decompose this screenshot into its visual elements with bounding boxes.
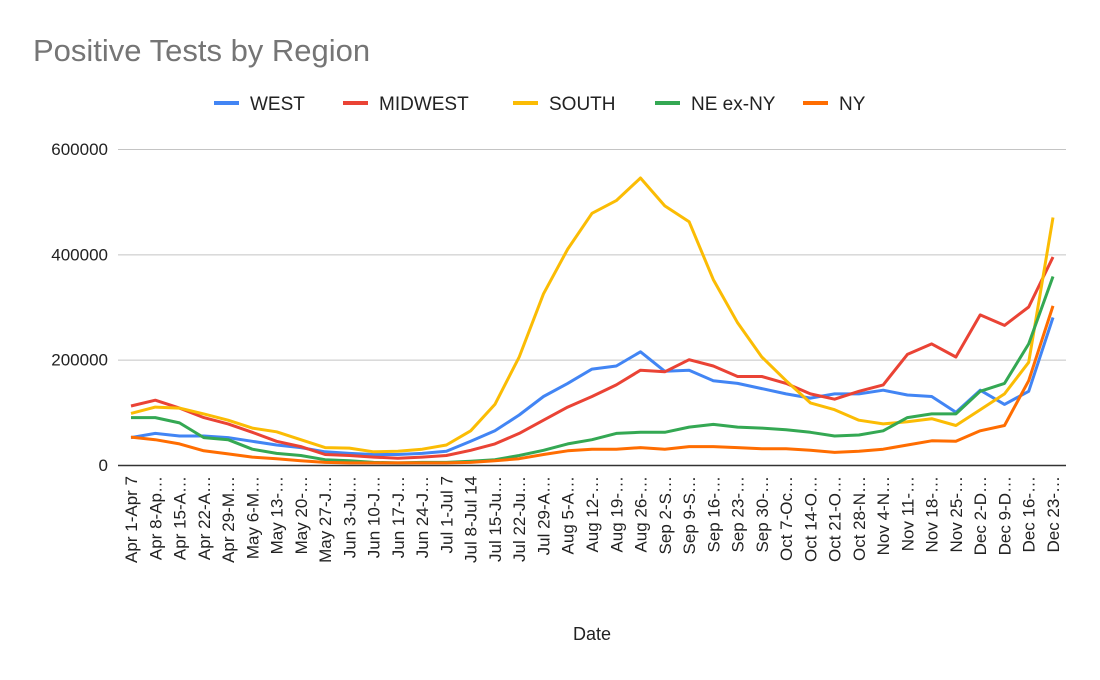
- x-tick-label: Jul 29-A…: [534, 476, 553, 555]
- legend-item-ne-ex-ny[interactable]: NE ex-NY: [655, 94, 776, 115]
- legend-label: NE ex-NY: [691, 94, 776, 115]
- x-axis-label: Date: [573, 624, 611, 644]
- legend-label: NY: [839, 94, 866, 115]
- x-tick-label: May 20-…: [292, 476, 311, 554]
- x-tick-label: Nov 4-N…: [874, 476, 893, 555]
- legend-label: MIDWEST: [379, 94, 469, 115]
- x-tick-label: Dec 9-D…: [995, 476, 1014, 555]
- legend-label: WEST: [250, 94, 305, 115]
- x-tick-label: May 27-J…: [316, 476, 335, 563]
- x-tick-label: Apr 8-Ap…: [146, 476, 165, 560]
- x-tick-label: Jun 10-J…: [365, 476, 384, 558]
- y-tick-label: 0: [99, 456, 108, 475]
- x-tick-label: Jul 22-Ju…: [510, 476, 529, 562]
- x-tick-label: Sep 23-…: [729, 476, 748, 553]
- legend-item-ny[interactable]: NY: [803, 94, 866, 115]
- x-tick-label: Dec 2-D…: [971, 476, 990, 555]
- chart-title: Positive Tests by Region: [33, 33, 370, 68]
- x-tick-label: Aug 5-A…: [559, 476, 578, 554]
- series-points: [130, 256, 1054, 459]
- x-tick-label: Jul 8-Jul 14: [462, 476, 481, 563]
- x-tick-label: Oct 21-O…: [826, 476, 845, 562]
- x-tick-label: Nov 18-…: [923, 476, 942, 553]
- series-line-west: [130, 317, 1055, 456]
- x-tick-label: Aug 26-…: [632, 476, 651, 553]
- x-tick-label: Aug 19-…: [607, 476, 626, 553]
- y-axis-ticks: 0 200000 400000 600000: [51, 140, 108, 475]
- x-tick-label: Dec 23-…: [1044, 476, 1063, 553]
- series-line-south: [130, 176, 1055, 454]
- x-tick-label: Jul 1-Jul 7: [437, 476, 456, 553]
- x-tick-label: Sep 9-S…: [680, 476, 699, 554]
- x-tick-label: Oct 14-O…: [801, 476, 820, 562]
- x-tick-label: May 13-…: [268, 476, 287, 554]
- legend-item-west[interactable]: WEST: [214, 94, 305, 115]
- series-points: [130, 317, 1054, 455]
- legend-label: SOUTH: [549, 94, 616, 115]
- x-tick-label: Apr 22-A…: [195, 476, 214, 560]
- x-tick-label: Sep 2-S…: [656, 476, 675, 554]
- x-tick-label: Apr 29-M…: [219, 476, 238, 563]
- x-axis-ticks: Apr 1-Apr 7 Apr 8-Ap… Apr 15-A… Apr 22-A… Ap…: [122, 476, 1063, 563]
- x-tick-label: Jul 15-Ju…: [486, 476, 505, 562]
- x-tick-label: Dec 16-…: [1020, 476, 1039, 553]
- x-tick-label: Apr 1-Apr 7: [122, 476, 141, 563]
- x-tick-label: Apr 15-A…: [171, 476, 190, 560]
- x-tick-label: Nov 25-…: [947, 476, 966, 553]
- y-tick-label: 600000: [51, 140, 108, 159]
- x-tick-label: Jun 24-J…: [413, 476, 432, 558]
- x-tick-label: Nov 11-…: [898, 476, 917, 551]
- series-points: [130, 305, 1054, 463]
- x-tick-label: May 6-M…: [243, 476, 262, 559]
- series-points: [130, 177, 1054, 452]
- legend-item-south[interactable]: SOUTH: [513, 94, 616, 115]
- y-tick-label: 400000: [51, 245, 108, 264]
- x-tick-label: Aug 12-…: [583, 476, 602, 553]
- x-tick-label: Sep 30-…: [753, 476, 772, 553]
- legend-item-midwest[interactable]: MIDWEST: [343, 94, 469, 115]
- gridlines: [118, 149, 1066, 361]
- series-lines: [130, 176, 1055, 465]
- series-line-midwest: [130, 256, 1055, 460]
- x-tick-label: Jun 17-J…: [389, 476, 408, 558]
- x-tick-label: Oct 28-N…: [850, 476, 869, 561]
- y-tick-label: 200000: [51, 351, 108, 370]
- x-tick-label: Sep 16-…: [704, 476, 723, 553]
- x-tick-label: Oct 7-Oc…: [777, 476, 796, 561]
- x-tick-label: Jun 3-Ju…: [340, 476, 359, 558]
- legend: WEST MIDWEST SOUTH NE ex-NY NY: [214, 94, 866, 115]
